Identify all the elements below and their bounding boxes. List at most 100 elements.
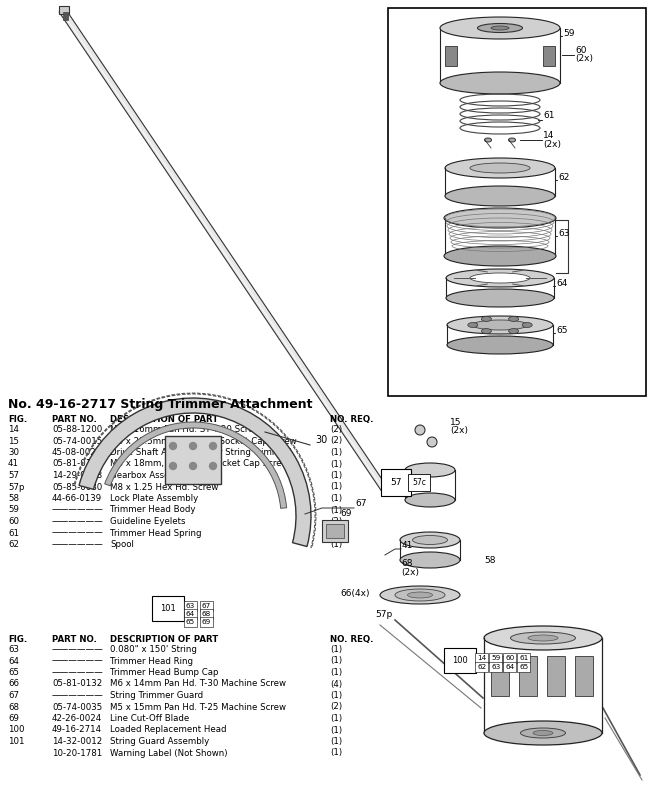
Ellipse shape	[473, 320, 527, 330]
Text: 68: 68	[401, 559, 413, 568]
Bar	[491, 656, 509, 696]
Text: (1): (1)	[330, 691, 342, 700]
Circle shape	[170, 442, 177, 450]
Text: ——————: ——————	[52, 517, 104, 526]
Text: 05-88-1200: 05-88-1200	[52, 425, 102, 434]
Text: String Trimmer Guard: String Trimmer Guard	[110, 691, 203, 700]
Ellipse shape	[522, 323, 532, 328]
Text: 64: 64	[505, 664, 514, 670]
Text: 67: 67	[8, 691, 19, 700]
Ellipse shape	[446, 289, 554, 307]
Text: (1): (1)	[330, 540, 342, 549]
Text: 45-08-0028: 45-08-0028	[52, 448, 102, 457]
Text: M5 x 15mm Pan Hd. T-25 Machine Screw: M5 x 15mm Pan Hd. T-25 Machine Screw	[110, 703, 286, 711]
Text: (1): (1)	[330, 482, 342, 492]
Ellipse shape	[528, 635, 558, 641]
Text: 68: 68	[8, 703, 19, 711]
Text: 59: 59	[8, 505, 19, 515]
Bar	[543, 46, 555, 66]
Bar	[519, 656, 537, 696]
Circle shape	[190, 442, 196, 450]
Text: No. 49-16-2717 String Trimmer Attachment: No. 49-16-2717 String Trimmer Attachment	[8, 398, 312, 411]
Text: DESCRIPTION OF PART: DESCRIPTION OF PART	[110, 635, 218, 644]
Text: (1): (1)	[330, 528, 342, 538]
Text: 44-66-0139: 44-66-0139	[52, 494, 102, 503]
Text: (1): (1)	[330, 726, 342, 734]
Bar	[547, 656, 565, 696]
Text: 14-32-0012: 14-32-0012	[52, 737, 102, 746]
Ellipse shape	[444, 246, 556, 266]
Text: 59: 59	[491, 655, 500, 661]
Ellipse shape	[405, 493, 455, 507]
Text: 69: 69	[202, 619, 211, 625]
Text: (2): (2)	[330, 517, 342, 526]
Ellipse shape	[467, 323, 478, 328]
Text: Line Cut-Off Blade: Line Cut-Off Blade	[110, 714, 189, 723]
Text: 100: 100	[452, 656, 467, 665]
Text: 66: 66	[8, 680, 19, 688]
Text: 05-74-0015: 05-74-0015	[52, 436, 102, 446]
Text: 14-29-0038: 14-29-0038	[52, 471, 102, 480]
Text: (2x): (2x)	[575, 54, 593, 63]
Text: Guideline Eyelets: Guideline Eyelets	[110, 517, 186, 526]
Ellipse shape	[481, 316, 492, 321]
Text: 64: 64	[186, 611, 195, 617]
Text: Trimmer Head Ring: Trimmer Head Ring	[110, 657, 193, 665]
Text: 62: 62	[8, 540, 19, 549]
Text: Lock Plate Assembly: Lock Plate Assembly	[110, 494, 198, 503]
Text: 14: 14	[477, 655, 486, 661]
Wedge shape	[79, 398, 311, 546]
Text: (1): (1)	[330, 657, 342, 665]
Ellipse shape	[380, 586, 460, 604]
Text: 67: 67	[355, 499, 366, 508]
Ellipse shape	[395, 589, 445, 601]
Text: 30: 30	[8, 448, 19, 457]
Text: 64: 64	[8, 657, 19, 665]
Circle shape	[427, 437, 437, 447]
Bar	[575, 656, 593, 696]
Text: 0.080" x 150' String: 0.080" x 150' String	[110, 645, 197, 654]
Text: (1): (1)	[330, 471, 342, 480]
Text: (2): (2)	[330, 436, 342, 446]
Circle shape	[209, 462, 216, 469]
Text: (2x): (2x)	[450, 426, 468, 435]
Ellipse shape	[509, 138, 516, 142]
Text: 63: 63	[491, 664, 500, 670]
Text: (1): (1)	[330, 749, 342, 757]
Ellipse shape	[400, 532, 460, 548]
Text: 30: 30	[315, 435, 327, 445]
Text: Drive Shaft Assembly (For String Trimmer): Drive Shaft Assembly (For String Trimmer…	[110, 448, 292, 457]
Text: Warning Label (Not Shown): Warning Label (Not Shown)	[110, 749, 228, 757]
Text: 15: 15	[450, 418, 462, 427]
Text: 61: 61	[8, 528, 19, 538]
Text: 69: 69	[340, 509, 351, 518]
Bar	[63, 12, 68, 20]
Text: 64: 64	[556, 279, 567, 288]
Bar	[445, 46, 457, 66]
Ellipse shape	[509, 328, 518, 334]
Text: 101: 101	[8, 737, 25, 746]
Text: 05-85-0080: 05-85-0080	[52, 482, 102, 492]
Text: (1): (1)	[330, 737, 342, 746]
Ellipse shape	[444, 208, 556, 228]
Text: M6 x 14mm Pan Hd. T-30 Machine Screw: M6 x 14mm Pan Hd. T-30 Machine Screw	[110, 680, 286, 688]
Text: 05-74-0035: 05-74-0035	[52, 703, 102, 711]
Text: 101: 101	[160, 604, 176, 613]
Text: 60: 60	[505, 655, 514, 661]
Text: (1): (1)	[330, 448, 342, 457]
Ellipse shape	[511, 632, 576, 644]
Text: 58: 58	[8, 494, 19, 503]
Text: ——————: ——————	[52, 528, 104, 538]
Text: M6 x 21.5mm, 5mm Hex Socket Cap Screw: M6 x 21.5mm, 5mm Hex Socket Cap Screw	[110, 436, 297, 446]
Text: M4 x 16mm Pan Hd. ST T-20 Screw: M4 x 16mm Pan Hd. ST T-20 Screw	[110, 425, 261, 434]
Text: 65: 65	[519, 664, 528, 670]
Ellipse shape	[484, 626, 602, 650]
Text: Trimmer Head Bump Cap: Trimmer Head Bump Cap	[110, 668, 218, 677]
Text: 57p: 57p	[8, 482, 25, 492]
Ellipse shape	[440, 72, 560, 94]
Text: 58: 58	[484, 556, 496, 565]
Text: (1): (1)	[330, 668, 342, 677]
Ellipse shape	[405, 463, 455, 477]
Ellipse shape	[408, 592, 432, 598]
Text: M6 x 18mm, 5mm Hex Socket Cap Screw: M6 x 18mm, 5mm Hex Socket Cap Screw	[110, 459, 288, 469]
